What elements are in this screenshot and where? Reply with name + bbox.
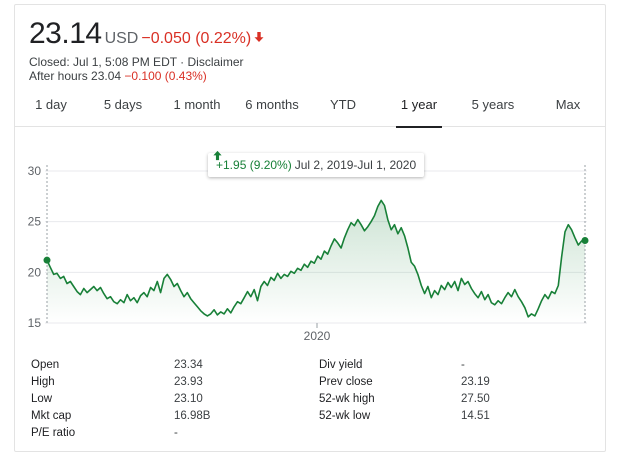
stat-row-open: Open 23.34 [31,357,231,374]
range-start-point [43,256,51,264]
stat-label: P/E ratio [31,427,76,439]
stat-value: 16.98B [174,410,211,422]
stat-label: Low [31,393,53,405]
tab-max[interactable]: Max [555,97,581,112]
stat-label: Mkt cap [31,410,72,422]
price-chart[interactable]: 15 20 25 30 2020 +1.95 (9.20%) Jul 2, 2019-J… [15,145,605,345]
stat-value: 27.50 [461,393,490,405]
stock-quote-card: 23.14 USD −0.050 (0.22%) Closed: Jul 1, 5:… [14,4,606,452]
closed-status: Closed: Jul 1, 5:08 PM EDT · Disclaimer [29,55,244,69]
range-change: +1.95 (9.20%) [216,158,292,172]
stat-value: 23.19 [461,376,490,388]
stat-row-div-yield: Div yield - [319,357,539,374]
tab-1-year[interactable]: 1 year [396,91,442,128]
stat-row-prev-close: Prev close 23.19 [319,374,539,391]
y-tick-label: 20 [28,265,42,279]
range-end-point [581,237,589,245]
y-tick-label: 30 [28,164,42,178]
price-header: 23.14 USD −0.050 (0.22%) [29,17,265,51]
after-hours-price: After hours 23.04 [29,69,122,83]
stat-row-pe-ratio: P/E ratio - [31,425,231,442]
tab-ytd[interactable]: YTD [330,97,356,112]
stat-row-52wk-high: 52-wk high 27.50 [319,391,539,408]
stat-label: Prev close [319,376,373,388]
after-hours-status: After hours 23.04 −0.100 (0.43%) [29,69,207,83]
range-tooltip: +1.95 (9.20%) Jul 2, 2019-Jul 1, 2020 [208,150,425,177]
stat-value: - [174,427,178,439]
range-tabs: 1 day 5 days 1 month 6 months YTD 1 year… [15,91,605,128]
y-tick-label: 15 [28,316,42,330]
stat-label: Open [31,359,60,371]
stat-value: 23.10 [174,393,203,405]
closed-text: Closed: Jul 1, 5:08 PM EDT · Disclaimer [29,55,244,69]
tab-5-days[interactable]: 5 days [103,97,143,112]
current-price: 23.14 [29,17,102,50]
stats-right-column: Div yield - Prev close 23.19 52-wk high 27.… [319,357,539,425]
stat-row-mkt-cap: Mkt cap 16.98B [31,408,231,425]
arrow-down-icon [254,32,264,43]
stat-value: 23.34 [174,359,203,371]
price-line [46,199,586,318]
tab-6-months[interactable]: 6 months [245,97,299,112]
tab-5-years[interactable]: 5 years [471,97,515,112]
stat-label: 52-wk high [319,393,375,405]
stat-row-52wk-low: 52-wk low 14.51 [319,408,539,425]
range-dates: Jul 2, 2019-Jul 1, 2020 [294,158,417,172]
y-tick-label: 25 [28,215,42,229]
stat-row-low: Low 23.10 [31,391,231,408]
stat-value: - [461,359,465,371]
currency-label: USD [104,30,139,47]
stat-label: 52-wk low [319,410,371,422]
stat-label: High [31,376,55,388]
price-chart-svg: 15 20 25 30 2020 [28,164,589,343]
arrow-up-icon [213,150,222,161]
after-hours-change: −0.100 (0.43%) [124,69,207,83]
price-change: −0.050 (0.22%) [141,30,252,47]
x-tick-label: 2020 [304,329,331,343]
stat-value: 23.93 [174,376,203,388]
tab-1-day[interactable]: 1 day [35,97,67,112]
tab-1-month[interactable]: 1 month [173,97,221,112]
stat-label: Div yield [319,359,363,371]
stat-value: 14.51 [461,410,490,422]
stat-row-high: High 23.93 [31,374,231,391]
stats-left-column: Open 23.34 High 23.93 Low 23.10 Mkt cap 16.9… [31,357,231,442]
price-area-fill [47,200,585,323]
